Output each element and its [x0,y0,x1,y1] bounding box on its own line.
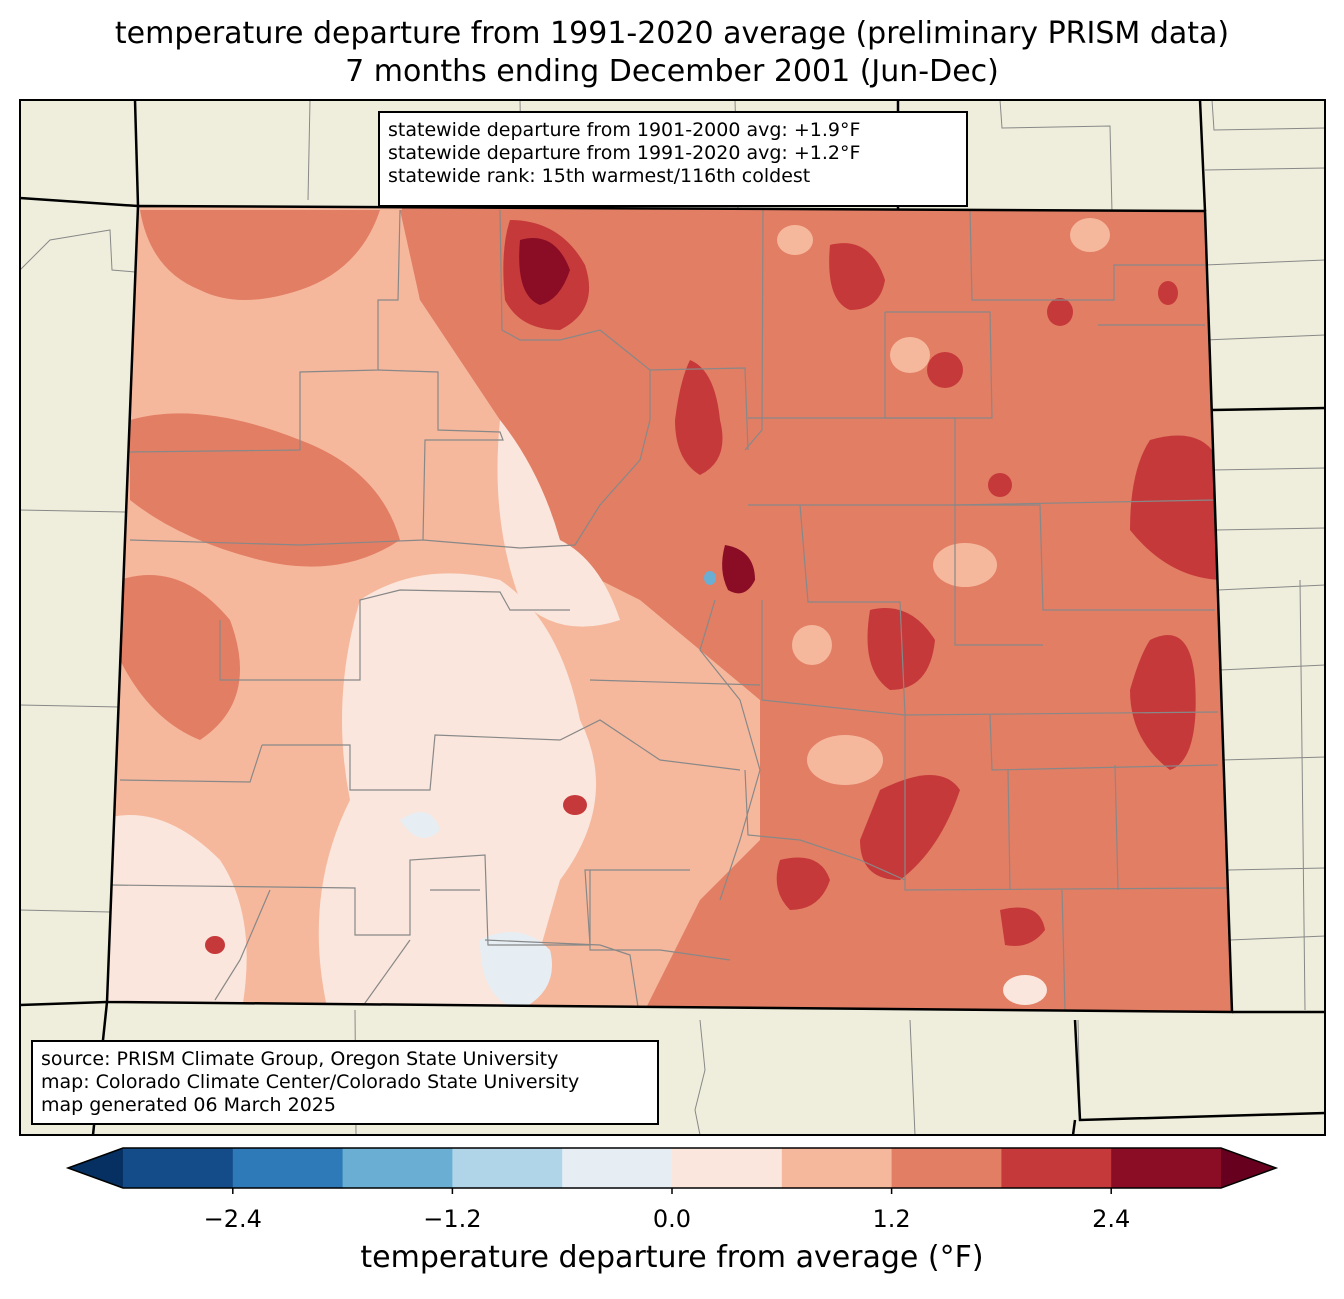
cool-patch-7 [1003,975,1047,1005]
field-neg0.6-0.0-south [480,932,552,1010]
cool-patch-2 [933,543,997,587]
colorbar-segment [342,1148,453,1188]
map-frame [19,99,1326,1136]
anomaly-field [107,206,1232,1012]
hotspot-1.8-2.4-se3 [1000,907,1045,946]
hotspot-1.8-2.4-central-east [867,608,935,690]
colorbar-tick-label: 0.0 [652,1205,692,1233]
hotspot-small-3 [1158,281,1178,305]
cool-patch-1 [890,337,930,373]
hotspot-1.8-2.4-e [1130,435,1225,580]
hotspot-1.8-2.4-se [860,775,960,880]
colorbar-segment [781,1148,893,1188]
colorbar [65,1147,1279,1194]
hotspot-1.8-2.4-frontrange [675,360,723,475]
stats-line-1901-2000: statewide departure from 1901-2000 avg: … [388,119,861,141]
colorbar-segment [672,1148,783,1188]
state-borders [19,99,1326,1136]
colorbar-segment [452,1148,563,1188]
colorbar-over-arrow [1221,1148,1276,1188]
hotspot-2.4-3.0-north [519,238,570,305]
colorbar-segment [123,1148,234,1188]
hotspot-small-2 [1047,298,1073,326]
hotspot-small-1 [927,352,963,388]
colorbar-segment [1111,1148,1222,1188]
hotspot-small-6 [205,936,225,954]
hotspot-small-4 [988,473,1012,497]
colorbar-segment [1001,1148,1112,1188]
field-0.0-0.6-sw [107,815,247,1012]
hotspot-2.4-3.0-denver [722,545,755,594]
chart-title-line1: temperature departure from 1991-2020 ave… [114,16,1230,51]
colorbar-segment [891,1148,1002,1188]
colorbar-segment [232,1148,344,1188]
colorbar-label: temperature departure from average (°F) [360,1240,984,1275]
chart-title-line2: 7 months ending December 2001 (Jun-Dec) [345,54,999,89]
source-line-prism: source: PRISM Climate Group, Oregon Stat… [41,1048,559,1070]
colorbar-tick-label: 2.4 [1092,1205,1131,1233]
hotspot-small-5 [563,795,587,815]
cool-patch-3 [807,735,883,785]
cool-patch-4 [777,225,813,255]
field-nw-warm [140,210,380,300]
source-line-generated: map generated 06 March 2025 [41,1094,336,1116]
field-w2-warm [120,575,240,740]
colorbar-under-arrow [68,1148,123,1188]
source-box: source: PRISM Climate Group, Oregon Stat… [31,1040,659,1125]
statewide-stats-box: statewide departure from 1901-2000 avg: … [378,111,968,207]
field-neg0.6-0.0-patch [400,812,440,838]
colorbar-tick-label: 1.2 [872,1205,911,1233]
field-0.0-0.6-center [497,420,620,627]
cool-patch-6 [792,625,832,665]
hotspot-1.8-2.4-e2 [1130,635,1196,770]
cool-patch-5 [1070,218,1110,252]
hotspot-1.8-2.4-se2 [776,857,830,910]
colorbar-outline [65,1147,1279,1189]
colorbar-segment [562,1148,673,1188]
field-0.0-0.6-central [318,573,596,1012]
hotspot-1.8-2.4-ne [829,243,885,310]
source-line-map: map: Colorado Climate Center/Colorado St… [41,1071,580,1093]
colorbar-tick-label: −1.2 [423,1205,482,1233]
cool-speck [704,571,716,585]
stats-line-1991-2020: statewide departure from 1991-2020 avg: … [388,142,861,164]
colorbar-tick-label: −2.4 [203,1205,262,1233]
stats-line-rank: statewide rank: 15th warmest/116th colde… [388,165,811,187]
county-lines [109,209,1229,1012]
